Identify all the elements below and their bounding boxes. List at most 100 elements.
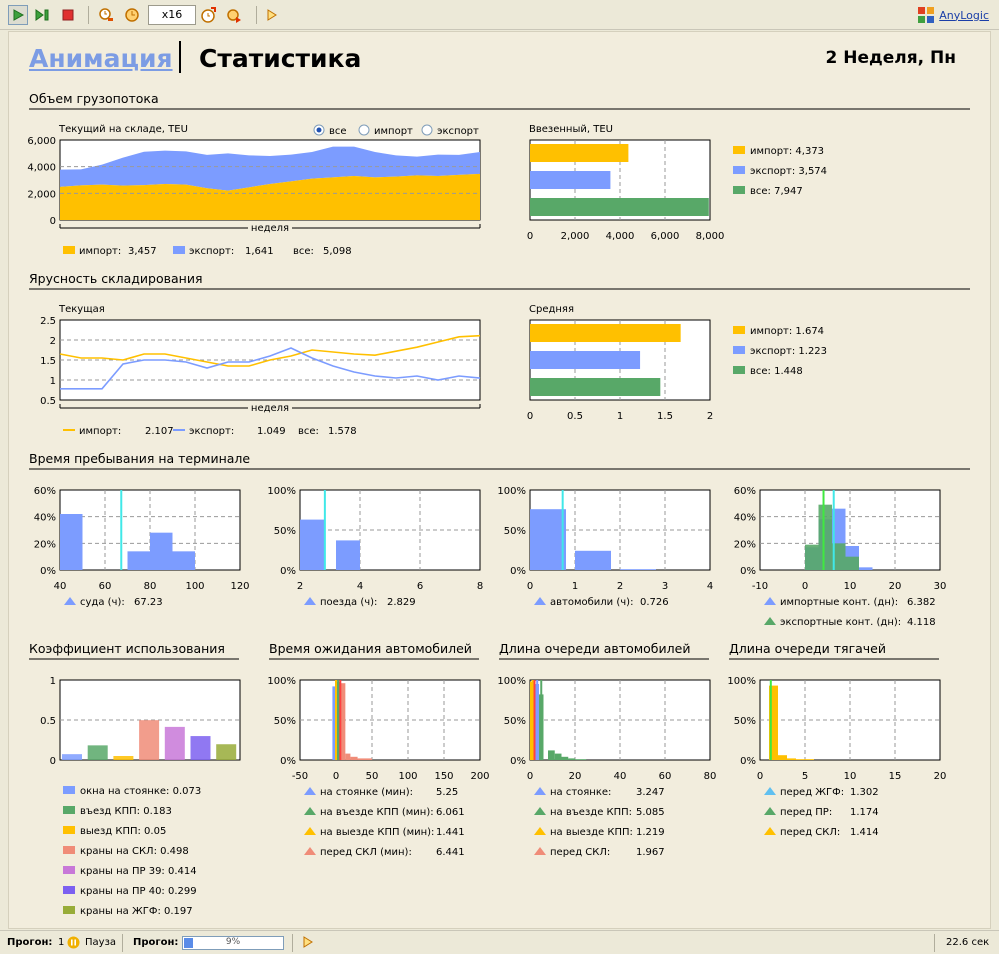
slower-icon[interactable] xyxy=(96,5,116,25)
y-tick-label: 6,000 xyxy=(27,136,56,147)
y-tick-label: 0% xyxy=(510,566,526,577)
x-tick-label: 60 xyxy=(99,581,112,592)
histogram-bar xyxy=(357,758,372,760)
y-tick-label: 50% xyxy=(504,716,526,727)
highlight-icon[interactable] xyxy=(262,5,282,25)
chart-title: Средняя xyxy=(529,304,574,315)
x-tick-label: 100 xyxy=(398,771,417,782)
radio-label-import: импорт xyxy=(374,126,413,137)
legend-label: на выезде КПП (мин): xyxy=(320,827,434,838)
legend-value: 1.174 xyxy=(850,807,879,818)
histogram-bar xyxy=(620,569,656,570)
legend-marker xyxy=(534,597,546,605)
y-tick-label: 0 xyxy=(50,756,56,767)
legend-value: 1.414 xyxy=(850,827,879,838)
legend-marker xyxy=(304,827,316,835)
legend-label: суда (ч): xyxy=(80,597,125,608)
histogram-plot-area xyxy=(529,679,711,761)
histogram-bar xyxy=(787,758,796,760)
x-tick-label: 0 xyxy=(333,771,339,782)
status-divider xyxy=(934,934,935,952)
legend-value: 0.726 xyxy=(640,597,669,608)
section-title-volume: Объем грузопотока xyxy=(29,91,159,106)
run-icon[interactable] xyxy=(8,5,28,25)
legend-entry: краны на СКЛ: 0.498 xyxy=(80,846,189,857)
legend-swatch xyxy=(63,846,75,854)
legend-swatch xyxy=(63,246,75,254)
radio-label-all: все xyxy=(329,126,347,137)
legend-entry: выезд КПП: 0.05 xyxy=(80,826,166,837)
legend-label: экспорт: xyxy=(189,246,234,257)
section-title-tractor_queue: Длина очереди тягачей xyxy=(729,641,886,656)
y-tick-label: 1.5 xyxy=(40,356,56,367)
x-tick-label: 8,000 xyxy=(696,231,725,242)
speed-display[interactable]: x16 xyxy=(148,5,196,25)
y-tick-label: 60% xyxy=(734,486,756,497)
bar-выезд КПП xyxy=(113,756,134,760)
tab-animation[interactable]: Анимация xyxy=(29,44,173,73)
legend-swatch xyxy=(63,906,75,914)
legend-value: 6.061 xyxy=(436,807,465,818)
progress-label: Прогон: xyxy=(133,937,179,948)
y-tick-label: 0% xyxy=(280,566,296,577)
bar-краны на ПР 40 xyxy=(190,736,211,760)
legend-swatch xyxy=(733,346,745,354)
histogram-bar xyxy=(575,550,611,570)
x-tick-label: 30 xyxy=(934,581,947,592)
histogram-bar xyxy=(568,758,575,760)
y-tick-label: 100% xyxy=(727,676,756,687)
legend-entry: окна на стоянке: 0.073 xyxy=(80,786,201,797)
x-tick-label: 0 xyxy=(802,581,808,592)
bar-окна на стоянке xyxy=(62,754,82,760)
x-tick-label: 10 xyxy=(844,771,857,782)
highlight-icon[interactable] xyxy=(302,936,314,951)
legend-label: на въезде КПП (мин): xyxy=(320,807,434,818)
x-tick-label: 0 xyxy=(527,231,533,242)
faster-icon[interactable] xyxy=(198,5,218,25)
legend-value: 3.247 xyxy=(636,787,665,798)
pause-time-icon[interactable] xyxy=(122,5,142,25)
x-tick-label: 6 xyxy=(417,581,423,592)
y-tick-label: 50% xyxy=(274,526,296,537)
legend-marker xyxy=(764,807,776,815)
step-icon[interactable] xyxy=(32,5,52,25)
legend-label: на въезде КПП: xyxy=(550,807,632,818)
histogram-bar xyxy=(336,540,360,570)
legend-label: перед ПР: xyxy=(780,807,832,818)
run-number: 1 xyxy=(58,937,65,948)
x-tick-label: 6,000 xyxy=(651,231,680,242)
series-import-area xyxy=(60,173,480,220)
x-tick-label: 4 xyxy=(707,581,713,592)
legend-marker xyxy=(304,597,316,605)
histogram-bar xyxy=(172,551,195,570)
legend-marker xyxy=(534,787,546,795)
y-tick-label: 100% xyxy=(267,486,296,497)
bar-импорт xyxy=(530,324,681,342)
legend-label: импорт: xyxy=(79,246,121,257)
legend-marker xyxy=(304,847,316,855)
histogram-bar xyxy=(554,753,562,760)
realtime-icon[interactable] xyxy=(224,5,244,25)
histogram-bar xyxy=(60,514,83,570)
legend-marker xyxy=(534,827,546,835)
legend-label: перед СКЛ: xyxy=(780,827,840,838)
legend-marker xyxy=(764,617,776,625)
legend-entry: все: 7,947 xyxy=(750,186,803,197)
radio-export[interactable] xyxy=(421,124,433,136)
legend-entry: экспорт: 3,574 xyxy=(750,166,827,177)
histogram-bar xyxy=(575,759,587,760)
x-tick-label: 150 xyxy=(434,771,453,782)
x-tick-label: 8 xyxy=(477,581,483,592)
x-tick-label: 100 xyxy=(185,581,204,592)
stop-icon[interactable] xyxy=(58,5,78,25)
legend-label: поезда (ч): xyxy=(320,597,377,608)
legend-label: автомобили (ч): xyxy=(550,597,633,608)
legend-entry: импорт: 4,373 xyxy=(750,146,824,157)
legend-value: 1,641 xyxy=(245,246,274,257)
legend-value: 5,098 xyxy=(323,246,352,257)
x-tick-label: 120 xyxy=(230,581,249,592)
x-tick-label: 2,000 xyxy=(561,231,590,242)
histogram-bar xyxy=(530,509,566,570)
radio-import[interactable] xyxy=(358,124,370,136)
anylogic-logo[interactable]: AnyLogic xyxy=(917,6,989,24)
